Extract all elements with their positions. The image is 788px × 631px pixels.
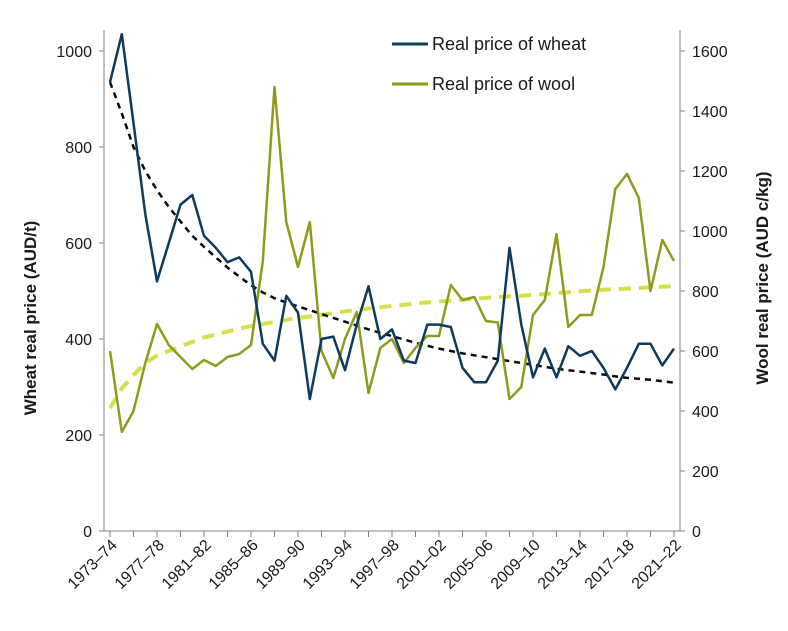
x-tick-label: 2005–06	[441, 537, 497, 593]
x-ticks: 1973–741977–781981–821985–861989–901993–…	[65, 531, 685, 593]
right-tick-label: 1600	[692, 44, 728, 61]
x-tick-label: 2017–18	[582, 537, 638, 593]
right-tick-label: 1000	[692, 224, 728, 241]
legend-label-wool: Real price of wool	[432, 74, 575, 94]
trend-line-wheat	[108, 81, 675, 384]
left-tick-label: 600	[65, 236, 92, 253]
legend: Real price of wheat Real price of wool	[392, 34, 586, 94]
right-tick-label: 1400	[692, 104, 728, 121]
left-y-ticks: 0 200 400 600 800 1000	[56, 44, 104, 541]
x-tick-label: 1989–90	[253, 537, 309, 593]
left-tick-label: 200	[65, 428, 92, 445]
right-y-ticks: 0 200 400 600 800 1000 1200 1400 1600	[680, 44, 728, 541]
left-axis-title: Wheat real price (AUD/t)	[21, 221, 40, 416]
left-tick-label: 400	[65, 332, 92, 349]
left-tick-label: 0	[83, 524, 92, 541]
left-tick-label: 800	[65, 140, 92, 157]
series-line-wheat-price	[108, 32, 676, 401]
legend-label-wheat: Real price of wheat	[432, 34, 586, 54]
right-tick-label: 200	[692, 464, 719, 481]
x-tick-label: 1977–78	[112, 537, 168, 593]
x-tick-label: 2009–10	[488, 537, 544, 593]
series-line-wool-price	[108, 85, 676, 434]
trend-line-wool	[108, 284, 675, 410]
x-tick-label: 1981–82	[159, 537, 215, 593]
x-tick-label: 1973–74	[65, 537, 121, 593]
right-tick-label: 1200	[692, 164, 728, 181]
plot-area	[103, 30, 681, 532]
series-layer	[108, 32, 676, 434]
x-tick-label: 2021–22	[629, 537, 685, 593]
right-tick-label: 600	[692, 344, 719, 361]
right-axis-title: Wool real price (AUD c/kg)	[753, 171, 772, 384]
right-tick-label: 0	[692, 524, 701, 541]
x-tick-label: 2001–02	[394, 537, 450, 593]
right-tick-label: 400	[692, 404, 719, 421]
x-tick-label: 1993–94	[300, 537, 356, 593]
left-tick-label: 1000	[56, 44, 92, 61]
x-tick-label: 2013–14	[535, 537, 591, 593]
x-tick-label: 1997–98	[347, 537, 403, 593]
right-tick-label: 800	[692, 284, 719, 301]
x-tick-label: 1985–86	[206, 537, 262, 593]
